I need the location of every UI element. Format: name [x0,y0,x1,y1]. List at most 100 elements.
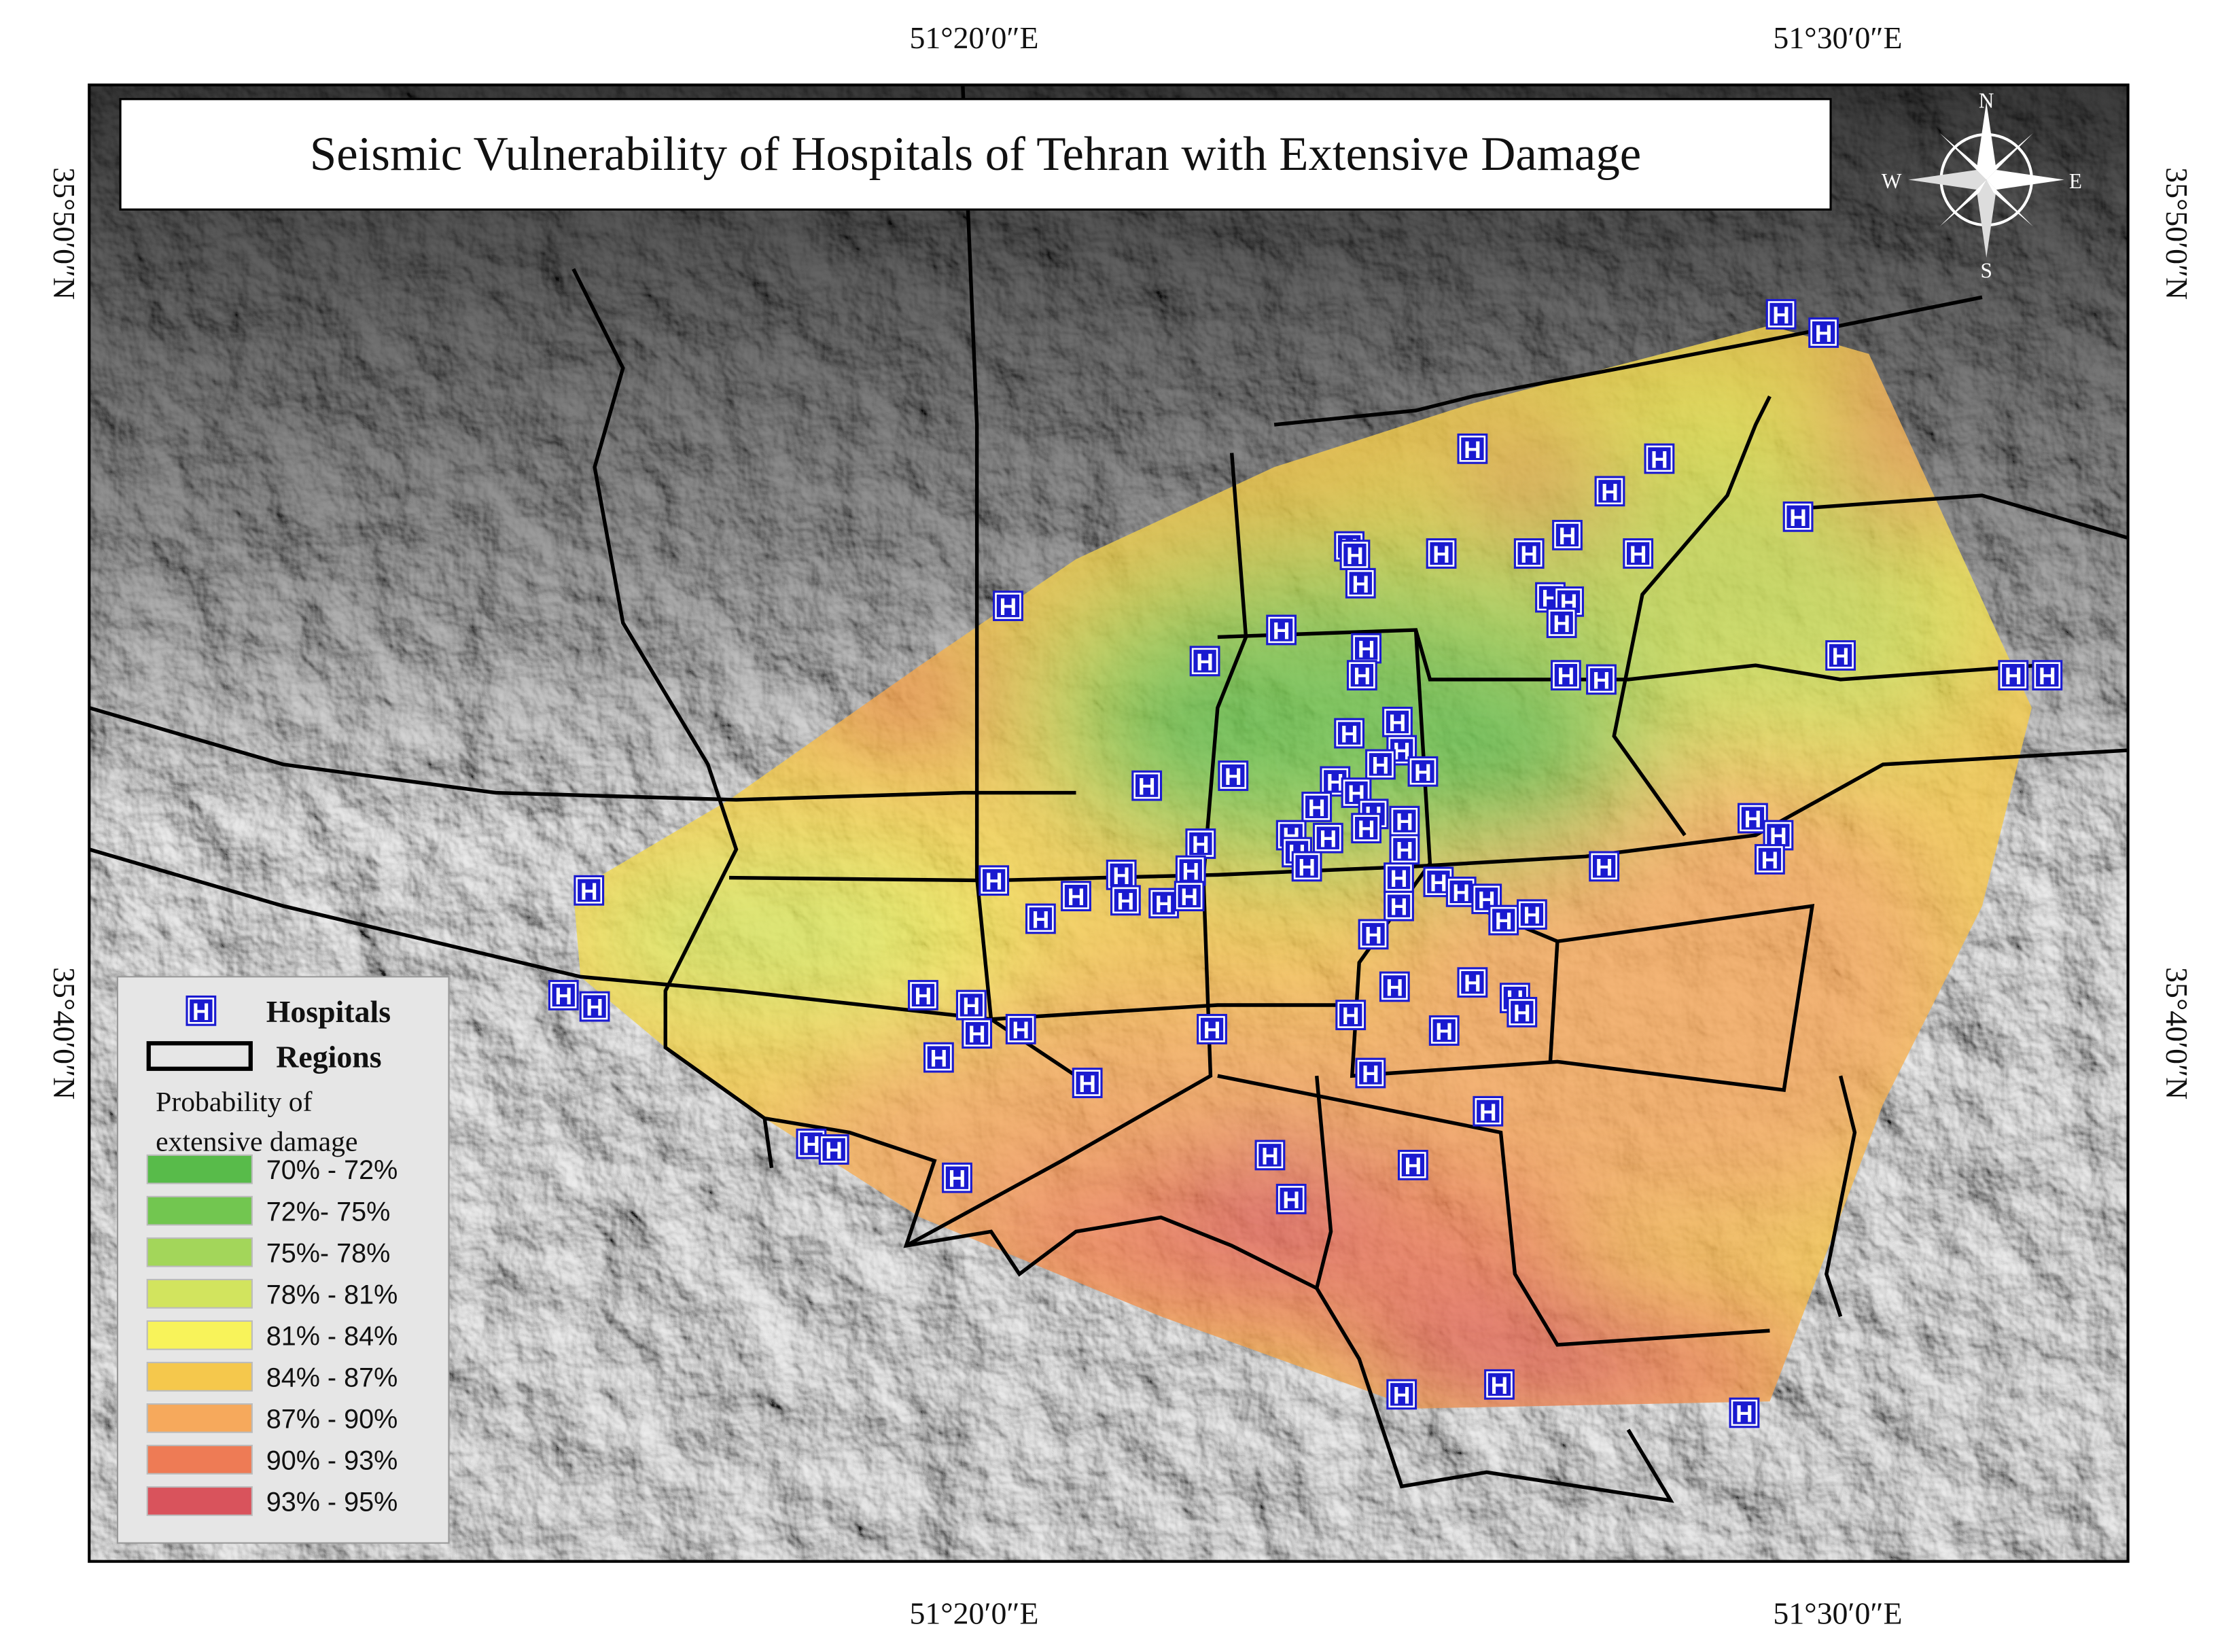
hospital-icon-fill [1598,480,1621,503]
hospital-icon-fill [1487,1373,1511,1396]
hospital: H [825,1137,843,1164]
hospital-icon-fill [1829,644,1852,667]
hospital-icon-fill [1430,542,1453,565]
class-label: 93% - 95% [266,1488,398,1517]
map-frame [88,83,2130,1563]
hospital: H [2005,663,2022,690]
hospital: H [1832,643,1850,670]
hospital-icon-fill [1555,523,1579,547]
hospital-icon-fill [2002,663,2025,687]
hospital: H [1390,865,1408,892]
hospital: H [1629,541,1647,568]
hospital-icon-fill [945,1166,969,1189]
hospital-icon-fill [1492,909,1515,932]
hospital-icon-fill [1193,650,1216,673]
hospital-icon-fill [1648,447,1671,470]
region-boundaries [88,84,2129,1503]
hospital-icon-fill [1786,505,1810,529]
hospital-icon-fill [1350,663,1374,687]
hospital: H [1341,721,1358,748]
legend-subtitle: extensive damage [156,1127,357,1158]
hospital-icon-fill [1189,832,1212,856]
hospital: H [1479,1099,1497,1126]
hospital: H [554,983,572,1010]
hospital: H [1815,320,1833,347]
hospital-icon-fill [578,879,601,902]
legend-hospitals: Hospitals [266,994,391,1029]
hospital: H [1155,891,1173,918]
hospital: H [1390,894,1408,921]
hospital-icon-fill [1812,321,1835,345]
hospital-icon-fill [1550,611,1573,635]
hospital-icon-fill [1009,1017,1032,1041]
hospital: H [1342,1002,1360,1030]
hospital: H [1354,663,1371,690]
hospital: H [1559,523,1576,550]
hospital-icon-fill [1477,1100,1500,1123]
lat-label: 35°50′0″N [2160,167,2194,300]
hospital-icon-fill [1354,637,1378,660]
hospital: H [1000,593,1017,620]
hospital: H [1601,478,1619,506]
hospital: H [1182,858,1199,885]
class-swatch [146,1361,253,1392]
hospital-icon-fill [1387,866,1411,890]
hospital: H [1358,815,1375,843]
compass-e: E [2069,169,2082,193]
hospital: H [1553,610,1570,637]
hospital: H [1273,618,1290,645]
hospital-icon-fill [982,869,1006,892]
hospital-icon-fill [1390,1383,1413,1406]
hospital-icon-fill [1393,809,1416,832]
hospital: H [1430,869,1447,896]
zone [1345,1309,1657,1409]
hospital: H [1523,902,1541,929]
zone [1415,693,1615,836]
hospital: H [1224,763,1242,790]
hospital: H [1491,1372,1509,1399]
hospital-icon-fill [2036,663,2059,687]
hospital: H [1138,773,1156,801]
hospital-icon-fill [1387,894,1411,917]
hospital: H [1012,1017,1029,1044]
hospital-icon-fill [1520,903,1544,926]
hospital: H [192,998,210,1025]
hospital: H [1593,667,1610,694]
hospital-icon-fill [1461,971,1484,994]
hospital-icon-fill [1411,760,1434,783]
class-label: 84% - 87% [266,1363,398,1392]
hospital: H [1326,769,1344,796]
hospital-icon-fill [1222,764,1245,788]
hospital-icon-fill [1733,1401,1756,1424]
hospital-icon-fill [1758,847,1782,871]
class-label: 78% - 81% [266,1280,398,1310]
hospital: H [1736,1400,1753,1427]
hospital: H [1464,970,1481,997]
class-label: 70% - 72% [266,1155,398,1185]
hospital-icon-fill [1305,795,1328,819]
hospital-icon-fill [1280,1187,1303,1211]
hospital-icon-fill [1114,889,1138,912]
legend-subtitle: Probability of [156,1087,312,1118]
hospital-icon-fill [1337,722,1361,745]
hospital-icon-fill [1200,1017,1224,1041]
hospital: H [586,994,603,1021]
hospital-icon-fill [583,995,606,1018]
lon-label: 51°30′0″E [1773,20,1902,55]
hospital: H [1364,921,1382,949]
lat-label: 35°50′0″N [47,167,82,300]
hospital-icon-fill [1386,710,1409,734]
hospital: H [1346,542,1364,569]
hospital-icon-fill [1449,880,1473,904]
hospital-icon-fill [1029,907,1053,930]
hospital-icon-fill [1295,855,1318,878]
hospital-icon-fill [1258,1144,1282,1167]
class-label: 72%- 75% [266,1197,391,1227]
compass-n: N [1979,88,1994,112]
hospital: H [1464,436,1481,463]
hospital-icon-fill [822,1138,845,1161]
hospital-icon-fill [1152,892,1176,915]
hospital-icon-fill [1592,855,1616,878]
